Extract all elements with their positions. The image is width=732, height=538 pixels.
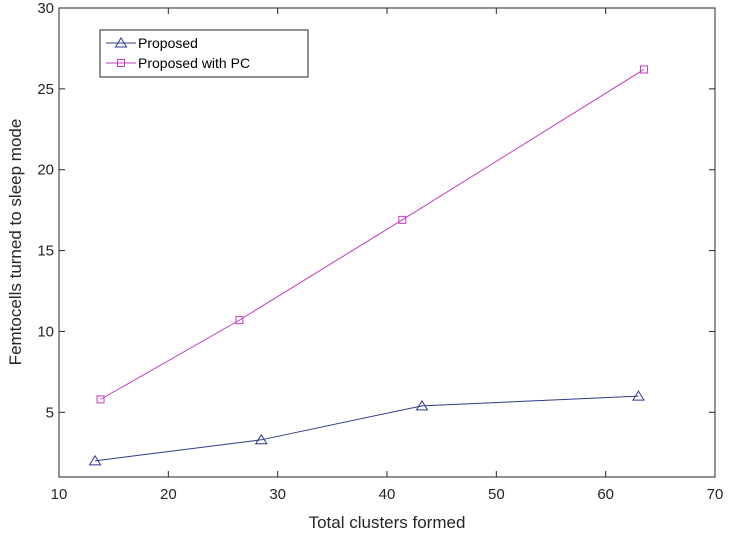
y-tick-label: 5 bbox=[46, 404, 54, 421]
data-point-triangle bbox=[632, 390, 645, 401]
series-line bbox=[100, 69, 645, 400]
data-point-square bbox=[639, 65, 648, 74]
x-tick-label: 60 bbox=[597, 486, 614, 503]
legend: Proposed Proposed with PC bbox=[99, 29, 309, 78]
y-tick-label: 10 bbox=[37, 323, 54, 340]
x-axis-ticks: 10 20 30 40 50 60 70 bbox=[51, 8, 724, 503]
x-tick-label: 40 bbox=[379, 486, 396, 503]
y-axis-title: Femtocells turned to sleep mode bbox=[6, 119, 25, 366]
x-tick-label: 50 bbox=[488, 486, 505, 503]
legend-box bbox=[99, 29, 309, 78]
plot-area bbox=[58, 7, 716, 478]
series-proposed-with-pc bbox=[96, 65, 648, 404]
x-tick-label: 70 bbox=[707, 486, 724, 503]
y-tick-label: 25 bbox=[37, 81, 54, 98]
legend-marker-triangle-icon bbox=[114, 37, 128, 48]
x-tick-label: 10 bbox=[51, 486, 68, 503]
y-tick-label: 20 bbox=[37, 162, 54, 179]
data-point-square bbox=[235, 316, 244, 325]
data-point-triangle bbox=[415, 399, 429, 411]
data-point-triangle bbox=[254, 433, 268, 445]
legend-label-proposed-with-pc: Proposed with PC bbox=[138, 55, 250, 71]
x-axis-title: Total clusters formed bbox=[309, 513, 466, 532]
data-point-square bbox=[398, 215, 407, 224]
series-line bbox=[95, 395, 639, 462]
series-layer bbox=[88, 65, 648, 466]
series-proposed bbox=[88, 390, 645, 466]
y-tick-label: 30 bbox=[37, 0, 54, 17]
data-point-triangle bbox=[88, 454, 102, 466]
y-tick-label: 15 bbox=[37, 243, 54, 260]
legend-label-proposed: Proposed bbox=[138, 35, 198, 51]
y-axis-ticks: 5 10 15 20 25 30 bbox=[37, 0, 715, 421]
x-tick-label: 30 bbox=[269, 486, 286, 503]
legend-marker-square-icon bbox=[117, 59, 125, 67]
data-point-square bbox=[96, 395, 105, 404]
x-tick-label: 20 bbox=[160, 486, 177, 503]
